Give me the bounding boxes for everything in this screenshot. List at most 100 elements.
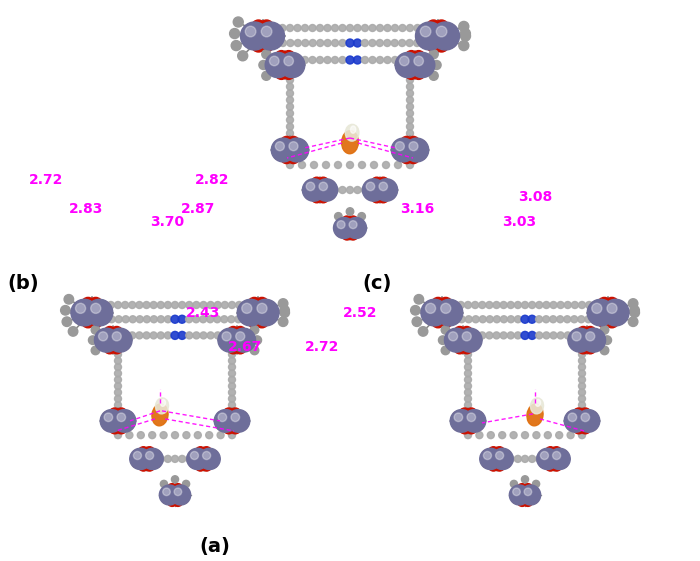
Circle shape bbox=[586, 332, 595, 341]
Circle shape bbox=[496, 452, 503, 459]
Circle shape bbox=[542, 316, 550, 323]
Circle shape bbox=[412, 67, 425, 80]
Circle shape bbox=[421, 25, 428, 31]
Circle shape bbox=[234, 342, 246, 354]
Circle shape bbox=[419, 63, 432, 76]
Circle shape bbox=[366, 182, 375, 191]
Circle shape bbox=[429, 50, 438, 59]
Circle shape bbox=[228, 421, 235, 427]
Circle shape bbox=[567, 419, 578, 431]
Circle shape bbox=[289, 142, 298, 151]
Circle shape bbox=[256, 22, 284, 50]
Circle shape bbox=[160, 480, 167, 488]
Circle shape bbox=[206, 431, 213, 439]
Circle shape bbox=[230, 422, 241, 434]
Circle shape bbox=[319, 182, 328, 191]
Circle shape bbox=[482, 457, 493, 468]
Circle shape bbox=[578, 421, 585, 427]
Circle shape bbox=[81, 297, 94, 311]
Circle shape bbox=[262, 71, 271, 80]
Circle shape bbox=[454, 327, 466, 338]
Circle shape bbox=[158, 301, 164, 309]
Circle shape bbox=[426, 38, 440, 52]
Circle shape bbox=[228, 389, 235, 396]
Circle shape bbox=[590, 311, 603, 324]
Circle shape bbox=[384, 188, 395, 200]
Circle shape bbox=[395, 52, 421, 77]
Circle shape bbox=[354, 39, 361, 47]
Circle shape bbox=[486, 332, 493, 339]
Circle shape bbox=[150, 456, 157, 462]
Circle shape bbox=[111, 342, 122, 354]
Circle shape bbox=[286, 76, 293, 84]
Ellipse shape bbox=[345, 125, 359, 141]
Circle shape bbox=[462, 332, 471, 341]
Circle shape bbox=[150, 332, 157, 339]
Circle shape bbox=[510, 485, 529, 505]
Circle shape bbox=[439, 297, 452, 311]
Circle shape bbox=[358, 213, 365, 220]
Circle shape bbox=[419, 24, 433, 38]
Circle shape bbox=[476, 431, 483, 439]
Circle shape bbox=[144, 316, 150, 323]
Circle shape bbox=[354, 25, 361, 31]
Circle shape bbox=[424, 301, 437, 315]
Circle shape bbox=[465, 408, 472, 415]
Circle shape bbox=[76, 304, 85, 314]
Circle shape bbox=[522, 301, 528, 309]
Text: 2.67: 2.67 bbox=[228, 340, 262, 353]
Circle shape bbox=[294, 57, 301, 63]
Circle shape bbox=[69, 327, 78, 336]
Circle shape bbox=[332, 25, 339, 31]
Circle shape bbox=[324, 186, 331, 194]
Circle shape bbox=[178, 494, 188, 504]
Circle shape bbox=[282, 50, 295, 63]
Circle shape bbox=[268, 54, 281, 67]
Circle shape bbox=[629, 317, 638, 327]
Circle shape bbox=[136, 301, 143, 309]
Circle shape bbox=[318, 192, 329, 203]
Circle shape bbox=[600, 346, 609, 355]
Circle shape bbox=[414, 140, 426, 151]
Circle shape bbox=[492, 448, 513, 470]
Circle shape bbox=[346, 39, 354, 47]
Circle shape bbox=[429, 71, 438, 80]
Circle shape bbox=[342, 229, 352, 240]
Circle shape bbox=[522, 456, 528, 462]
Circle shape bbox=[94, 328, 118, 352]
Circle shape bbox=[363, 179, 385, 201]
Circle shape bbox=[447, 330, 459, 342]
Circle shape bbox=[557, 450, 568, 461]
Circle shape bbox=[578, 332, 585, 339]
Circle shape bbox=[332, 186, 339, 194]
Circle shape bbox=[358, 162, 365, 168]
Circle shape bbox=[512, 488, 520, 495]
Circle shape bbox=[71, 300, 97, 326]
Circle shape bbox=[500, 456, 507, 462]
Circle shape bbox=[158, 332, 164, 339]
Circle shape bbox=[279, 299, 288, 308]
Circle shape bbox=[545, 431, 552, 439]
Circle shape bbox=[365, 188, 376, 200]
Ellipse shape bbox=[351, 126, 356, 134]
Circle shape bbox=[365, 181, 376, 192]
Circle shape bbox=[465, 357, 472, 364]
Circle shape bbox=[104, 342, 116, 354]
Circle shape bbox=[600, 301, 607, 309]
Circle shape bbox=[228, 301, 235, 309]
Circle shape bbox=[536, 316, 542, 323]
Circle shape bbox=[91, 304, 101, 314]
Circle shape bbox=[324, 57, 331, 63]
Circle shape bbox=[578, 316, 584, 323]
Circle shape bbox=[603, 300, 629, 326]
Circle shape bbox=[412, 50, 425, 63]
Circle shape bbox=[606, 297, 619, 311]
Circle shape bbox=[398, 63, 410, 76]
Circle shape bbox=[480, 448, 501, 470]
Circle shape bbox=[193, 301, 200, 309]
Circle shape bbox=[500, 332, 507, 339]
Circle shape bbox=[431, 297, 444, 311]
Circle shape bbox=[441, 346, 450, 355]
Circle shape bbox=[302, 25, 309, 31]
Circle shape bbox=[572, 332, 581, 341]
